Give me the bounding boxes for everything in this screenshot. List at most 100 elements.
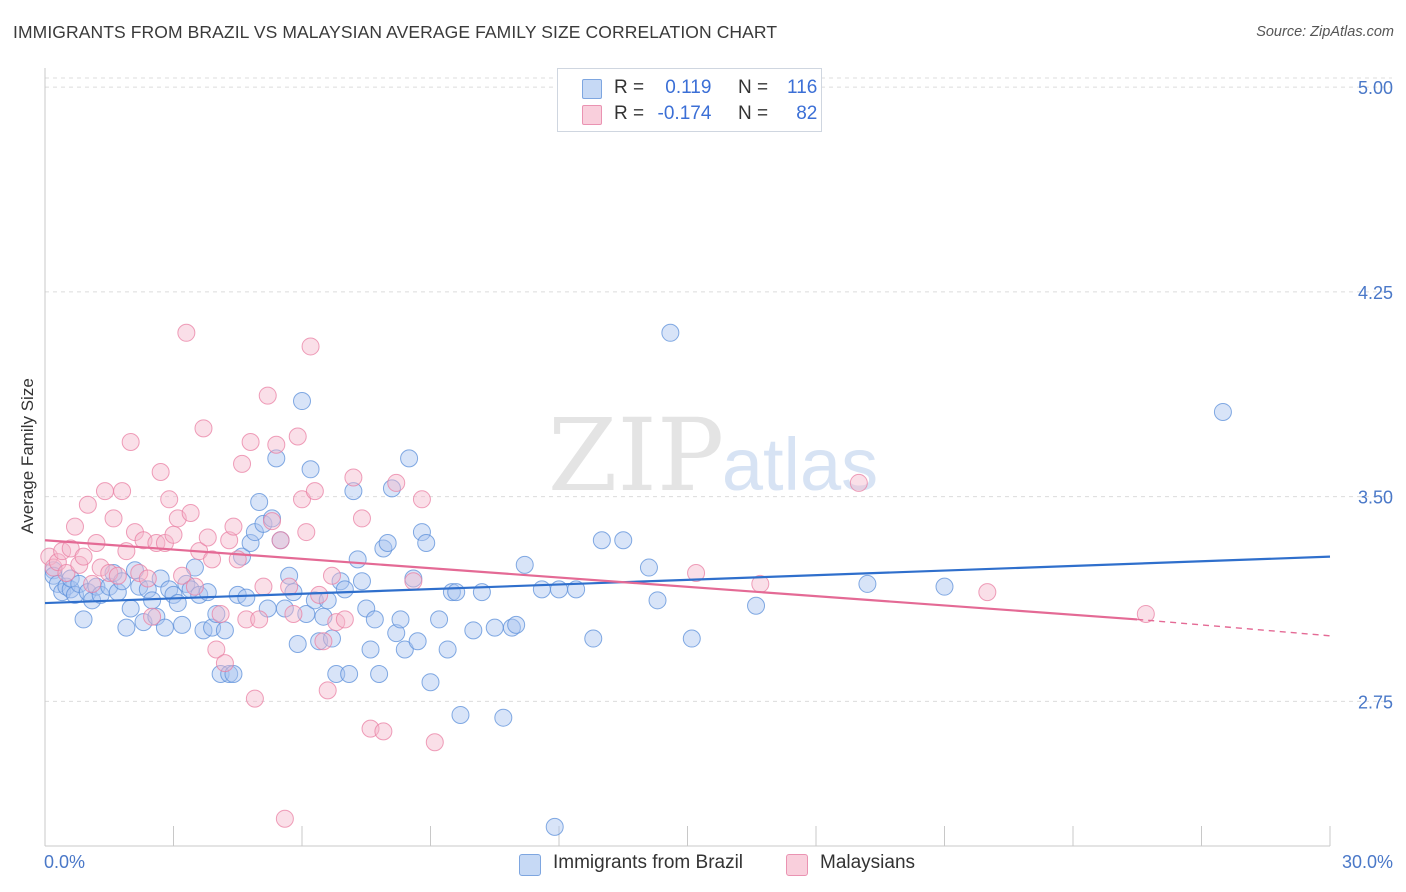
malaysian-point — [978, 583, 997, 602]
brazil-point — [138, 580, 157, 599]
malaysian-point — [297, 523, 316, 542]
malaysian-point — [237, 610, 256, 629]
malaysian-point — [352, 509, 371, 528]
brazil-point — [275, 599, 294, 618]
brazil-point — [545, 817, 564, 836]
malaysian-point — [241, 432, 260, 451]
gridlines — [45, 77, 1392, 702]
malaysian-point — [215, 654, 234, 673]
brazil-point — [173, 615, 192, 634]
malaysian-point — [687, 564, 706, 583]
brazil-point — [438, 640, 457, 659]
malaysian-point — [207, 640, 226, 659]
malaysian-point — [374, 722, 393, 741]
y-axis-label: Average Family Size — [18, 378, 37, 534]
malaysian-point — [318, 681, 337, 700]
malaysian-point — [138, 569, 157, 588]
malaysian-point — [177, 323, 196, 342]
correlation-legend: R = 0.119 N = 116 R = -0.174 N = 82 — [557, 68, 822, 132]
bottom-legend-label-malaysian: Malaysians — [820, 852, 916, 873]
brazil-point — [395, 640, 414, 659]
brazil-point — [207, 604, 226, 623]
brazil-point — [365, 610, 384, 629]
trend-line-malaysian-extension — [1137, 618, 1331, 637]
brazil-point — [507, 615, 526, 634]
malaysian-point — [61, 539, 80, 558]
malaysian-point — [404, 572, 423, 591]
brazil-point — [682, 629, 701, 648]
legend-r-value: 0.119 — [665, 77, 712, 98]
malaysian-point — [121, 432, 140, 451]
malaysian-point — [151, 463, 170, 482]
brazil-point — [74, 610, 93, 629]
brazil-point — [747, 596, 766, 615]
x-tick-min: 0.0% — [44, 852, 86, 872]
brazil-point — [117, 618, 136, 637]
malaysian-point — [335, 610, 354, 629]
brazil-point — [417, 533, 436, 552]
malaysian-point — [1136, 604, 1155, 623]
x-tick-max: 30.0% — [1341, 852, 1393, 872]
y-tick-labels: 2.75 3.50 4.25 5.00 — [1358, 78, 1393, 712]
malaysian-point — [181, 503, 200, 522]
malaysian-point — [83, 574, 102, 593]
malaysian-point — [173, 566, 192, 585]
series-malaysian-points — [40, 323, 1155, 828]
y-tick-label: 3.50 — [1358, 488, 1393, 508]
malaysian-point — [263, 512, 282, 531]
brazil-point — [584, 629, 603, 648]
malaysian-point — [425, 733, 444, 752]
brazil-point — [155, 618, 174, 637]
source-credit: Source: ZipAtlas.com — [1256, 24, 1394, 40]
legend-swatch-brazil — [582, 79, 602, 99]
malaysian-point — [160, 490, 179, 509]
brazil-point — [567, 580, 586, 599]
malaysian-point — [267, 435, 286, 454]
brazil-point — [293, 392, 311, 411]
malaysian-point — [57, 564, 76, 583]
malaysian-point — [104, 509, 123, 528]
malaysian-point — [224, 517, 243, 536]
malaysian-point — [203, 550, 222, 569]
brazil-point — [301, 460, 320, 479]
trend-line-brazil — [44, 555, 1331, 605]
brazil-point — [400, 449, 419, 468]
brazil-point — [215, 621, 234, 640]
watermark-zip: ZIP — [548, 397, 724, 514]
bottom-legend-swatch-brazil — [519, 854, 541, 876]
malaysian-point — [284, 604, 303, 623]
axes — [44, 68, 1331, 847]
malaysian-point — [293, 490, 311, 509]
brazil-point — [340, 665, 359, 684]
malaysian-point — [849, 473, 868, 492]
legend-n-label: N = — [737, 103, 769, 124]
brazil-point — [297, 604, 316, 623]
brazil-point — [237, 588, 256, 607]
malaysian-point — [185, 577, 204, 596]
brazil-point — [121, 599, 140, 618]
brazil-point — [451, 705, 470, 724]
malaysian-point — [78, 495, 97, 514]
malaysian-point — [322, 566, 341, 585]
malaysian-point — [70, 555, 89, 574]
brazil-point — [515, 555, 534, 574]
malaysian-point — [130, 564, 149, 583]
brazil-point — [661, 323, 680, 342]
malaysian-point — [74, 547, 93, 566]
legend-r-label: R = — [614, 103, 645, 124]
brazil-point — [378, 533, 397, 552]
brazil-point — [421, 673, 440, 692]
malaysian-point — [258, 386, 277, 405]
brazil-point — [335, 580, 354, 599]
malaysian-point — [301, 337, 320, 356]
y-tick-label: 2.75 — [1358, 692, 1393, 712]
brazil-point — [935, 577, 954, 596]
malaysian-point — [280, 577, 299, 596]
brazil-point — [348, 550, 367, 569]
brazil-point — [430, 610, 449, 629]
brazil-point — [370, 665, 389, 684]
malaysian-point — [113, 482, 132, 501]
brazil-point — [464, 621, 483, 640]
brazil-point — [352, 572, 371, 591]
